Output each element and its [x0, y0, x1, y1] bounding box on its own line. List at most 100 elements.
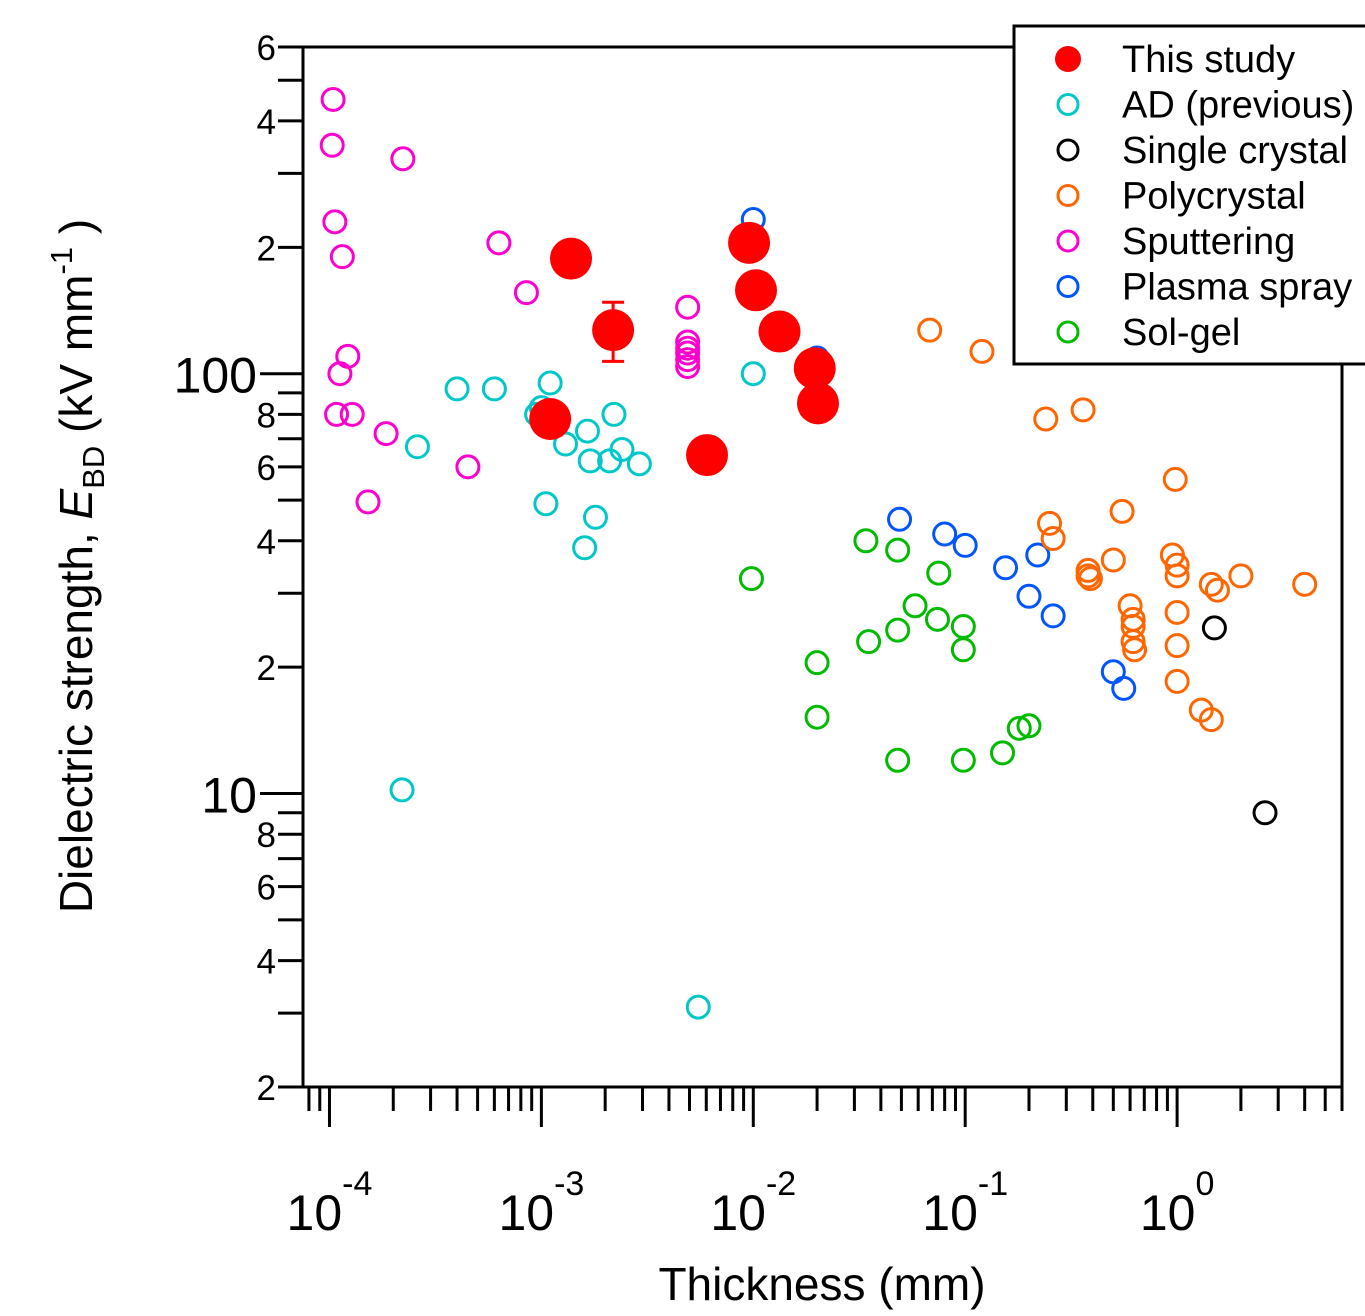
point-this-study — [686, 434, 729, 477]
point-ad-previous — [601, 401, 627, 427]
point-polycrystal — [1198, 571, 1224, 597]
point-ad-previous — [444, 376, 470, 402]
point-polycrystal — [1040, 526, 1066, 552]
point-polycrystal — [1164, 599, 1190, 625]
point-sputtering — [355, 489, 381, 515]
y-tick-label: 8 — [257, 816, 276, 855]
point-polycrystal — [1198, 707, 1224, 733]
legend-marker-sputtering — [1056, 229, 1080, 253]
point-polycrystal — [1109, 498, 1135, 524]
legend-marker-sol-gel — [1056, 320, 1080, 344]
legend-label: Sol-gel — [1122, 312, 1240, 354]
y-axis-ticks: 10 100 2 4 6 8 2 4 6 8 2 4 6 — [174, 29, 303, 1108]
point-polycrystal — [1164, 668, 1190, 694]
point-ad-previous — [582, 504, 608, 530]
point-plasma-spray — [1016, 583, 1042, 609]
point-sputtering — [675, 294, 701, 320]
point-sol-gel — [990, 740, 1016, 766]
x-tick-label: 10-2 — [710, 1165, 796, 1241]
data-points — [319, 86, 1318, 1020]
point-sputtering — [675, 329, 701, 355]
x-tick-label: 100 — [1140, 1165, 1215, 1241]
x-tick-label: 10-4 — [287, 1165, 373, 1241]
point-single-crystal — [1201, 615, 1227, 641]
legend-label: Polycrystal — [1122, 176, 1306, 218]
point-ad-previous — [626, 451, 652, 477]
legend-marker-single-crystal — [1056, 138, 1080, 162]
point-polycrystal — [1037, 510, 1063, 536]
point-sol-gel — [926, 560, 952, 586]
y-tick-label: 2 — [257, 229, 276, 268]
point-plasma-spray — [1040, 603, 1066, 629]
point-plasma-spray — [1100, 659, 1126, 685]
point-plasma-spray — [1111, 675, 1137, 701]
point-this-study — [529, 398, 572, 441]
point-polycrystal — [1228, 563, 1254, 589]
point-sputtering — [339, 401, 365, 427]
x-tick-label: 10-1 — [922, 1165, 1008, 1241]
point-sol-gel — [950, 637, 976, 663]
point-sputtering — [455, 454, 481, 480]
point-sol-gel — [885, 537, 911, 563]
x-tick-label: 10-3 — [498, 1165, 584, 1241]
point-single-crystal — [1252, 800, 1278, 826]
legend-label: Plasma spray — [1122, 267, 1352, 309]
point-sputtering — [324, 401, 350, 427]
point-sol-gel — [950, 613, 976, 639]
y-axis-label: Dielectric strength, EBD (kV mm-1 ) — [44, 219, 111, 913]
point-sputtering — [322, 209, 348, 235]
point-plasma-spray — [932, 521, 958, 547]
y-tick-label: 2 — [257, 649, 276, 688]
point-polycrystal — [1077, 566, 1103, 592]
legend-box — [1012, 24, 1365, 366]
point-sputtering — [320, 86, 346, 112]
point-ad-previous — [572, 535, 598, 561]
legend-label: Single crystal — [1122, 130, 1348, 172]
legend-label: Sputtering — [1122, 221, 1295, 263]
point-plasma-spray — [993, 555, 1019, 581]
point-this-study — [550, 237, 593, 280]
y-tick-label: 10 — [201, 768, 257, 824]
point-sputtering — [486, 230, 512, 256]
point-ad-previous — [533, 491, 559, 517]
point-ad-previous — [537, 370, 563, 396]
point-polycrystal — [1204, 577, 1230, 603]
point-sol-gel — [885, 747, 911, 773]
point-polycrystal — [1120, 629, 1146, 655]
point-this-study — [758, 310, 801, 353]
legend-marker-this-study — [1055, 46, 1081, 72]
point-polycrystal — [1164, 633, 1190, 659]
legend-marker-polycrystal — [1056, 184, 1080, 207]
legend-label: AD (previous) — [1122, 85, 1354, 127]
point-ad-previous — [574, 418, 600, 444]
point-this-study — [793, 347, 836, 390]
point-this-study — [796, 382, 839, 425]
point-ad-previous — [740, 361, 766, 387]
point-sol-gel — [950, 747, 976, 773]
point-polycrystal — [1100, 547, 1126, 573]
point-sol-gel — [924, 606, 950, 632]
point-sputtering — [319, 132, 345, 158]
y-tick-label: 4 — [257, 103, 276, 142]
point-ad-previous — [404, 434, 430, 460]
point-polycrystal — [1162, 466, 1188, 492]
point-sputtering — [329, 244, 355, 270]
legend-label: This study — [1122, 39, 1295, 81]
y-tick-label: 6 — [257, 869, 276, 908]
point-sol-gel — [856, 629, 882, 655]
y-tick-label: 4 — [257, 523, 276, 562]
point-sol-gel — [738, 566, 764, 592]
x-axis-ticks: 10-4 10-3 10-2 10-1 100 — [287, 1087, 1344, 1241]
point-polycrystal — [917, 317, 943, 343]
point-polycrystal — [1292, 571, 1318, 597]
legend-marker-ad-previous — [1056, 93, 1080, 116]
point-sputtering — [335, 343, 361, 369]
point-plasma-spray — [1025, 542, 1051, 568]
point-sol-gel — [902, 593, 928, 619]
point-sol-gel — [885, 617, 911, 643]
point-sputtering — [675, 340, 701, 366]
point-sputtering — [373, 421, 399, 447]
point-this-study — [735, 269, 778, 312]
point-sol-gel — [853, 528, 879, 554]
